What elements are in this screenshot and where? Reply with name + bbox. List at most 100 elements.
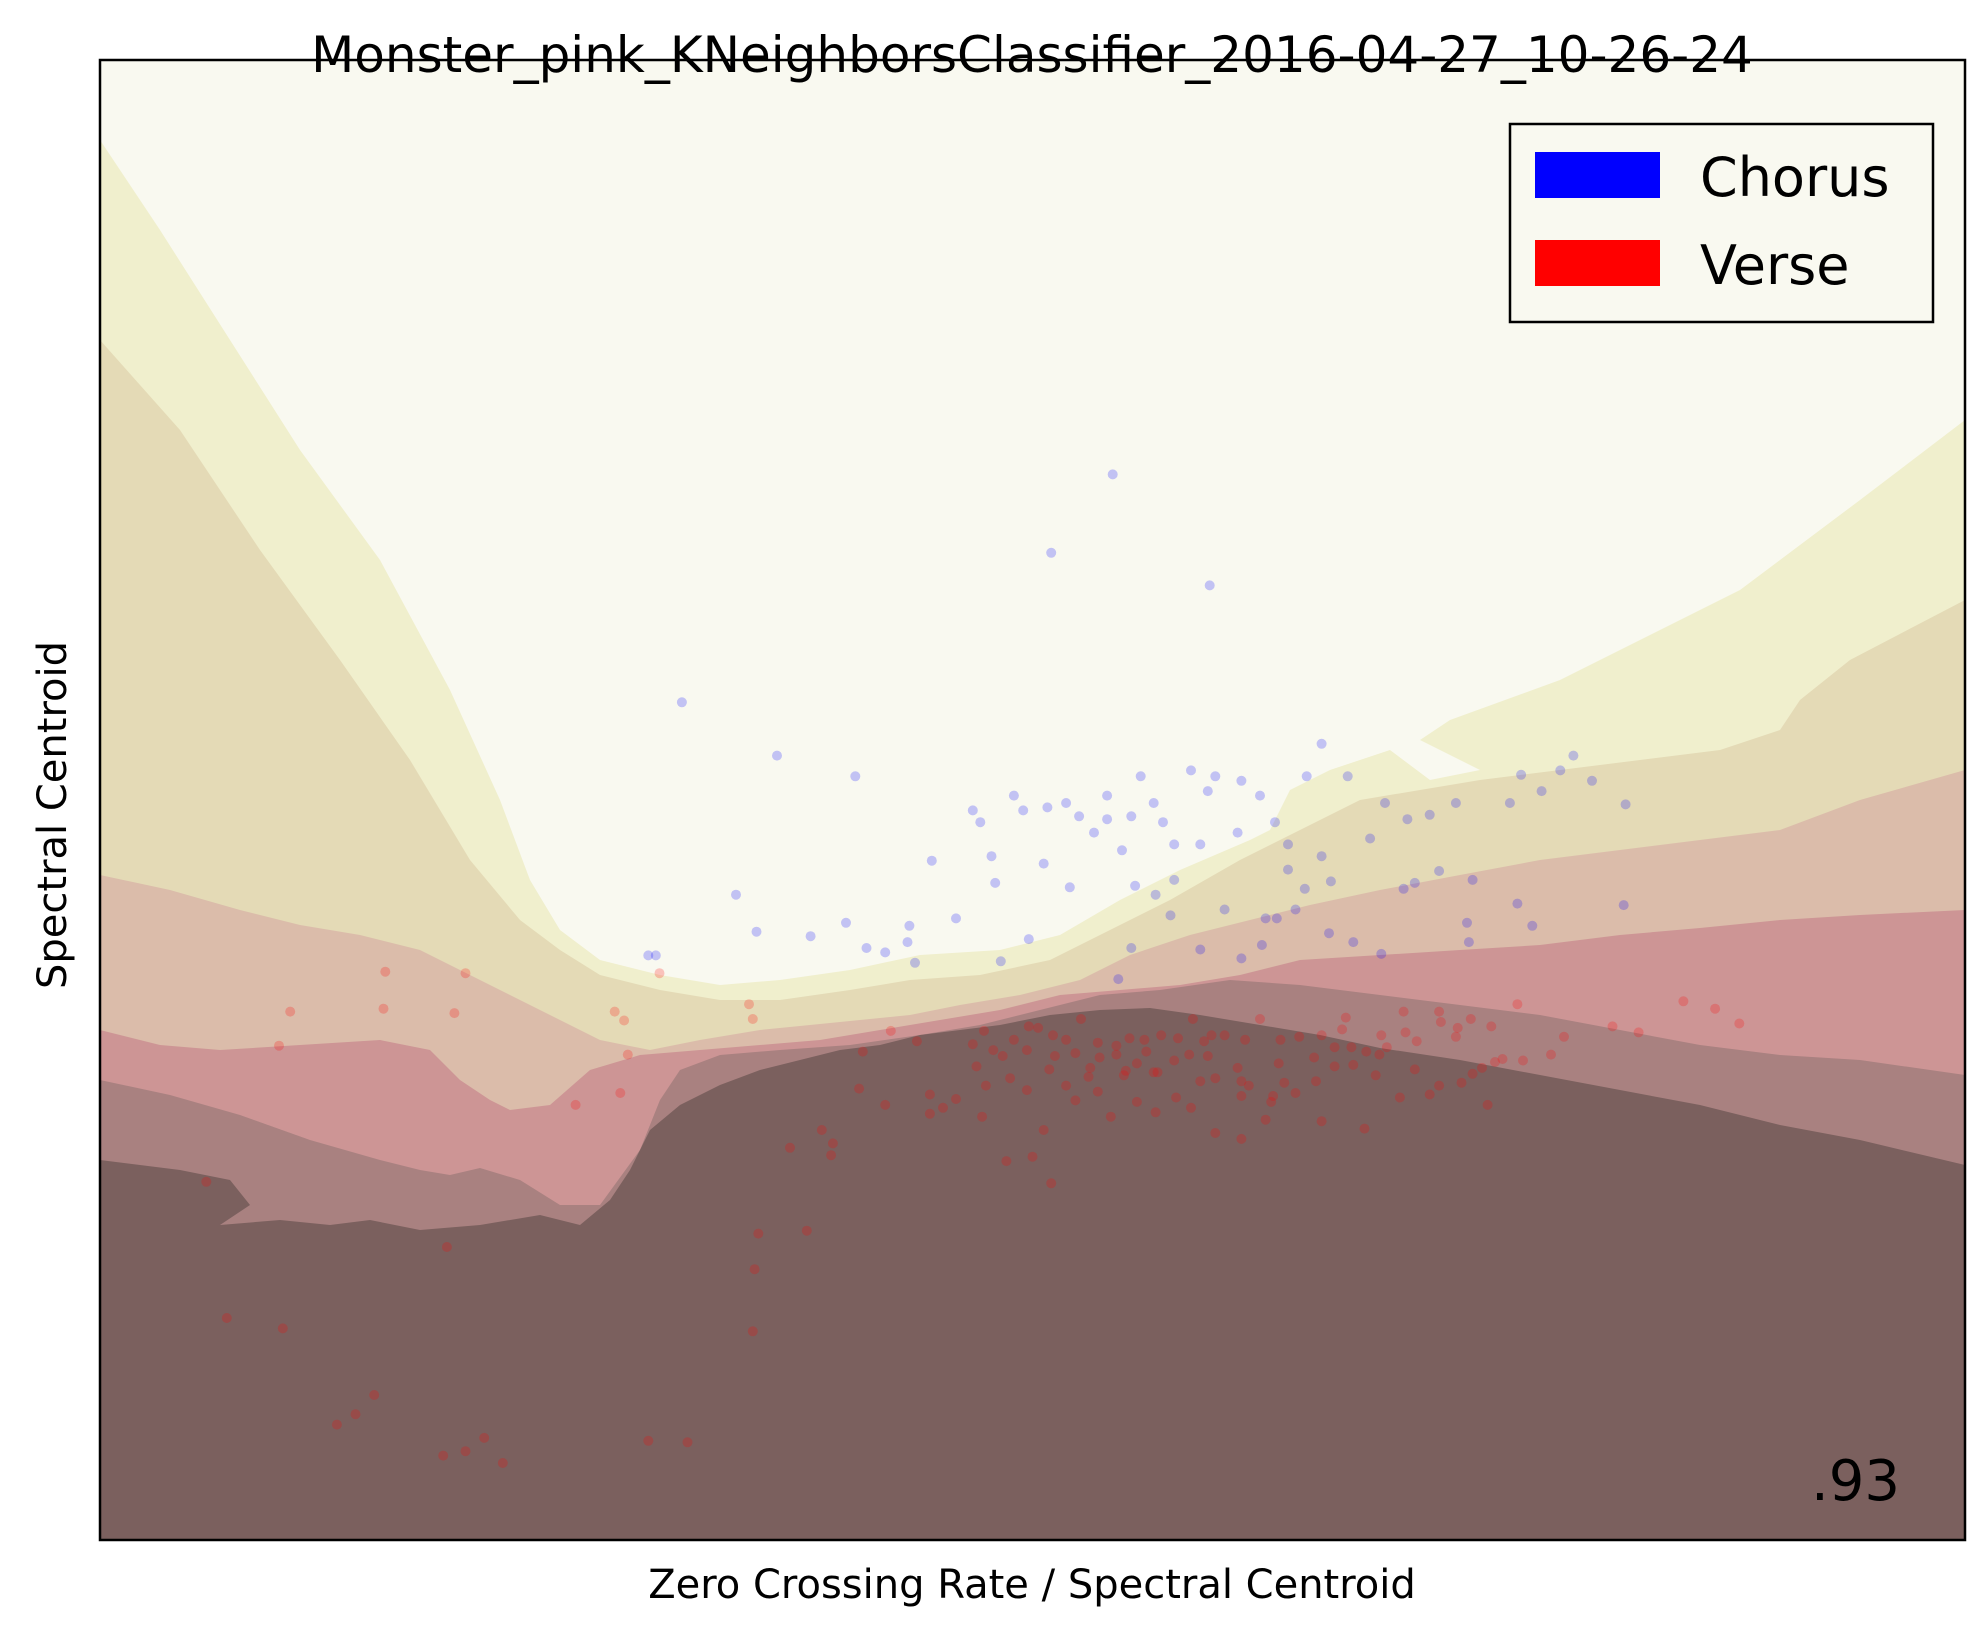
point-verse-148 [1049,1051,1060,1061]
x-axis-label: Zero Crossing Rate / Spectral Centroid [648,1562,1416,1608]
point-chorus-47 [1450,798,1461,808]
point-chorus-74 [1324,928,1334,939]
point-chorus-21 [1089,827,1099,838]
point-verse-35 [1206,1030,1217,1041]
point-chorus-60 [1256,940,1267,950]
point-chorus-67 [1038,858,1049,869]
point-chorus-87 [643,950,654,961]
point-verse-157 [1376,1030,1387,1041]
point-chorus-35 [1255,790,1265,801]
point-verse-38 [1255,1014,1265,1024]
point-verse-64 [1085,1062,1096,1073]
point-chorus-73 [1299,883,1310,894]
point-chorus-5 [772,750,782,761]
point-chorus-7 [731,889,741,900]
point-verse-29 [1124,1033,1135,1044]
point-chorus-75 [1348,937,1359,948]
point-verse-96 [951,1094,961,1104]
point-verse-3 [331,1419,342,1430]
point-verse-94 [827,1138,838,1149]
point-verse-109 [1131,1058,1142,1069]
point-verse-108 [1111,1049,1122,1060]
point-verse-49 [1452,1022,1463,1033]
point-verse-106 [1061,1034,1072,1045]
point-chorus-43 [1365,833,1376,844]
point-chorus-82 [1195,944,1206,955]
point-chorus-1 [1046,547,1057,558]
point-chorus-85 [805,931,816,942]
point-chorus-36 [1270,817,1280,828]
point-verse-121 [378,1003,389,1014]
point-verse-13 [749,1264,760,1275]
point-verse-84 [1260,1114,1271,1125]
point-verse-100 [1092,1086,1103,1097]
point-verse-71 [1311,1076,1321,1087]
point-chorus-93 [1283,864,1293,875]
point-verse-80 [1105,1111,1116,1122]
point-verse-102 [1150,1107,1161,1118]
point-verse-16 [801,1225,812,1236]
point-verse-31 [1156,1030,1167,1041]
point-chorus-40 [1325,876,1336,887]
point-chorus-25 [1135,771,1146,782]
point-chorus-77 [1463,937,1474,948]
point-chorus-18 [1042,802,1053,813]
point-verse-0 [201,1176,212,1187]
point-verse-131 [744,999,754,1010]
point-chorus-49 [1504,798,1515,808]
point-verse-76 [1434,1080,1445,1091]
point-verse-25 [1048,1030,1058,1041]
point-chorus-31 [1202,786,1213,797]
point-verse-139 [1070,1095,1081,1106]
point-verse-137 [1027,1151,1038,1162]
point-chorus-66 [904,920,915,931]
legend-swatch-verse [1535,240,1660,286]
point-chorus-88 [841,917,851,928]
point-chorus-79 [1527,920,1538,931]
point-verse-69 [1268,1091,1279,1101]
point-chorus-26 [1148,798,1159,808]
point-verse-97 [980,1080,991,1091]
point-verse-134 [911,1036,922,1047]
legend-label-chorus: Chorus [1700,146,1890,209]
point-chorus-51 [1568,750,1579,761]
point-verse-5 [369,1390,380,1400]
point-chorus-10 [880,947,891,958]
point-verse-149 [1083,1071,1094,1082]
point-verse-88 [1424,1089,1435,1100]
point-verse-79 [1038,1125,1049,1135]
point-verse-66 [1148,1067,1159,1078]
point-verse-20 [924,1089,935,1100]
point-verse-48 [1435,1017,1446,1027]
point-chorus-84 [995,956,1006,967]
point-verse-90 [1490,1057,1500,1067]
point-verse-155 [1279,1077,1290,1088]
point-chorus-19 [1061,798,1072,808]
point-verse-26 [1070,1048,1081,1059]
point-verse-18 [854,1083,865,1094]
contour-level-6 [100,1008,1965,1540]
point-chorus-12 [926,855,937,866]
point-chorus-80 [1130,880,1141,891]
point-verse-73 [1348,1059,1359,1070]
point-verse-72 [1329,1061,1340,1072]
point-verse-63 [1044,1064,1055,1075]
point-verse-81 [1171,1092,1182,1103]
point-chorus-48 [1467,874,1478,885]
point-verse-70 [1290,1088,1301,1098]
point-chorus-57 [1236,953,1247,964]
point-chorus-62 [1113,974,1124,985]
point-chorus-15 [986,851,997,862]
point-verse-92 [816,1125,827,1135]
point-chorus-41 [1316,738,1327,749]
point-verse-116 [1381,1042,1392,1053]
point-chorus-61 [1126,943,1137,953]
point-chorus-44 [1380,798,1390,808]
legend-label-verse: Verse [1700,234,1850,297]
point-verse-30 [1139,1034,1150,1045]
point-verse-42 [1329,1042,1340,1053]
point-verse-68 [1236,1076,1247,1087]
point-verse-147 [1023,1021,1034,1032]
point-chorus-78 [1512,898,1523,909]
